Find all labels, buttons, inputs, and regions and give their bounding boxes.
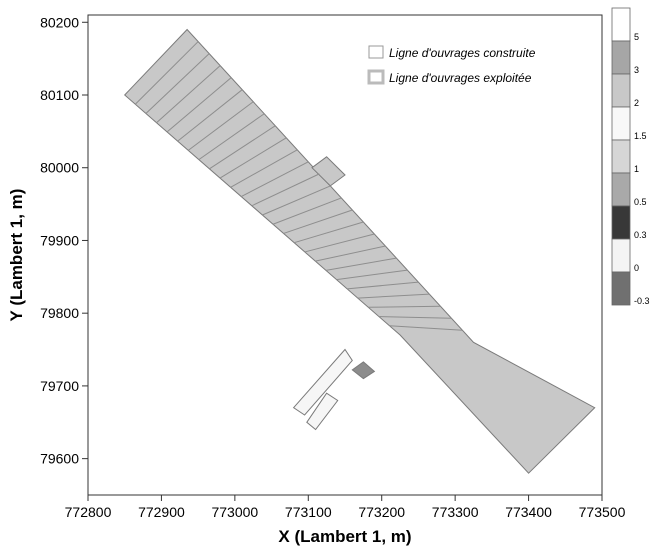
- legend-swatch-construite: [368, 45, 384, 59]
- gallery-line: [177, 89, 243, 142]
- gallery-line: [187, 101, 254, 151]
- colorbar-label: 1: [634, 164, 639, 174]
- gallery-line: [134, 41, 199, 105]
- y-axis-ticks: 79600 79700 79800 79900 80000 80100 80200: [40, 14, 88, 467]
- x-axis-ticks: 772800 772900 773000 773100 773200 773300 7734…: [65, 495, 626, 520]
- colorbar-swatch: [611, 7, 631, 42]
- gallery-line: [198, 113, 265, 161]
- x-tick-label: 773100: [285, 504, 332, 520]
- gallery-line: [357, 293, 430, 299]
- gallery-line: [166, 77, 232, 133]
- y-tick-label: 79600: [40, 451, 79, 467]
- x-tick-label: 773000: [211, 504, 258, 520]
- gallery-line: [378, 316, 452, 319]
- gallery-line: [209, 125, 276, 170]
- colorbar-label: 5: [634, 32, 639, 42]
- gallery-line: [145, 53, 210, 114]
- colorbar-swatch: [611, 205, 631, 240]
- colorbar-swatch: [611, 40, 631, 75]
- x-axis-title: X (Lambert 1, m): [278, 527, 411, 546]
- gallery-line: [315, 245, 386, 262]
- gallery-line: [336, 269, 408, 281]
- colorbar-label: 3: [634, 65, 639, 75]
- x-tick-label: 773500: [579, 504, 626, 520]
- colorbar-swatch: [611, 73, 631, 108]
- gallery-line: [347, 281, 419, 290]
- gallery-line: [240, 161, 309, 197]
- region-small-block-lower: [306, 392, 339, 431]
- y-tick-label: 80000: [40, 160, 79, 176]
- x-tick-label: 773200: [358, 504, 405, 520]
- region-small-square: [351, 361, 376, 380]
- x-tick-label: 773300: [432, 504, 479, 520]
- gallery-line: [230, 149, 298, 188]
- legend: Ligne d'ouvrages construite Ligne d'ouvr…: [367, 45, 536, 85]
- gallery-line: [262, 185, 331, 216]
- region-notch: [311, 156, 346, 187]
- colorbar-label: -0.3: [634, 296, 650, 306]
- gallery-line: [389, 325, 463, 331]
- gallery-line: [156, 65, 221, 124]
- region-small-block-left: [292, 348, 353, 416]
- y-tick-label: 80200: [40, 14, 79, 30]
- gallery-line: [251, 173, 320, 207]
- y-axis-title: Y (Lambert 1, m): [7, 189, 26, 322]
- colorbar-swatch: [611, 139, 631, 174]
- legend-swatch-exploitee: [367, 69, 385, 85]
- gallery-line: [325, 257, 397, 271]
- colorbar-swatch: [611, 172, 631, 207]
- colorbar-label: 0.5: [634, 197, 647, 207]
- gallery-line: [219, 137, 287, 179]
- gallery-line: [283, 209, 353, 234]
- gallery-line: [272, 197, 342, 225]
- colorbar: 5 3 2 1.5 1 0.5 0.3 0 -0.3: [611, 7, 650, 306]
- legend-label-exploitee: Ligne d'ouvrages exploitée: [389, 71, 532, 85]
- x-tick-label: 772800: [65, 504, 112, 520]
- gallery-line: [294, 221, 364, 244]
- colorbar-swatch: [611, 271, 631, 306]
- legend-label-construite: Ligne d'ouvrages construite: [389, 46, 536, 60]
- colorbar-label: 0.3: [634, 230, 647, 240]
- y-tick-label: 79700: [40, 378, 79, 394]
- colorbar-swatch: [611, 106, 631, 141]
- y-tick-label: 80100: [40, 87, 79, 103]
- colorbar-label: 2: [634, 98, 639, 108]
- colorbar-label: 0: [634, 263, 639, 273]
- x-tick-label: 773400: [505, 504, 552, 520]
- y-tick-label: 79900: [40, 232, 79, 248]
- gallery-lines-layer: [134, 41, 463, 331]
- colorbar-swatch: [611, 238, 631, 273]
- gallery-line: [304, 233, 375, 253]
- x-tick-label: 772900: [138, 504, 185, 520]
- colorbar-label: 1.5: [634, 131, 647, 141]
- y-tick-label: 79800: [40, 305, 79, 321]
- gallery-line: [368, 305, 441, 308]
